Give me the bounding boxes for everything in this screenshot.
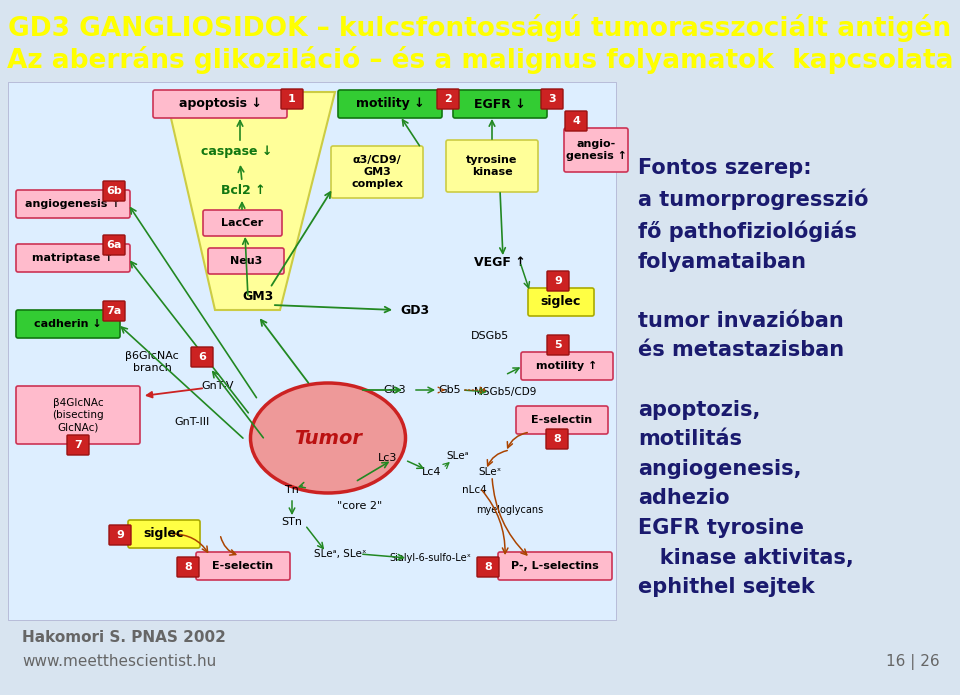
Text: β6GlcNAc
branch: β6GlcNAc branch [125,351,179,373]
FancyBboxPatch shape [516,406,608,434]
FancyBboxPatch shape [67,435,89,455]
Text: GnT-V: GnT-V [202,381,234,391]
FancyBboxPatch shape [196,552,290,580]
Text: angiogenesis ↑: angiogenesis ↑ [25,199,121,209]
Text: 8: 8 [184,562,192,572]
Text: 16 | 26: 16 | 26 [886,654,940,670]
Text: STn: STn [281,517,302,527]
Text: LacCer: LacCer [222,218,264,228]
FancyBboxPatch shape [453,90,547,118]
Text: E-selectin: E-selectin [532,415,592,425]
Text: Fontos szerep:
a tumorprogresszió
fő pathofiziológiás
folyamataiban

tumor invaz: Fontos szerep: a tumorprogresszió fő pat… [638,158,869,597]
FancyBboxPatch shape [16,244,130,272]
Text: E-selectin: E-selectin [212,561,274,571]
Text: angio-
genesis ↑: angio- genesis ↑ [565,139,627,161]
FancyBboxPatch shape [331,146,423,198]
Text: 9: 9 [554,276,562,286]
FancyBboxPatch shape [8,82,616,620]
FancyBboxPatch shape [547,335,569,355]
Text: Az aberráns glikoziláció – és a malignus folyamatok  kapcsolata: Az aberráns glikoziláció – és a malignus… [7,46,953,74]
FancyBboxPatch shape [446,140,538,192]
Text: apoptosis ↓: apoptosis ↓ [179,97,261,111]
Text: 4: 4 [572,116,580,126]
FancyBboxPatch shape [103,235,125,255]
Text: Gb5: Gb5 [439,385,462,395]
Text: 5: 5 [554,340,562,350]
Text: VEGF ↑: VEGF ↑ [474,256,526,268]
FancyBboxPatch shape [16,310,120,338]
Text: siglec: siglec [144,528,184,541]
FancyBboxPatch shape [564,128,628,172]
Text: 8: 8 [484,562,492,572]
Text: motility ↑: motility ↑ [537,361,598,371]
FancyBboxPatch shape [541,89,563,109]
FancyBboxPatch shape [528,288,594,316]
FancyBboxPatch shape [281,89,303,109]
FancyBboxPatch shape [498,552,612,580]
Text: cadherin ↓: cadherin ↓ [35,319,102,329]
Text: Gb3: Gb3 [384,385,406,395]
Text: Tumor: Tumor [294,429,362,448]
Text: Lc3: Lc3 [378,453,397,463]
Text: SLeᵃ, SLeˣ: SLeᵃ, SLeˣ [314,549,367,559]
FancyBboxPatch shape [128,520,200,548]
Text: α3/CD9/
GM3
complex: α3/CD9/ GM3 complex [351,156,403,188]
FancyBboxPatch shape [477,557,499,577]
Text: Lc4: Lc4 [422,467,442,477]
Text: siglec: siglec [540,295,581,309]
Text: 6a: 6a [107,240,122,250]
Text: Neu3: Neu3 [229,256,262,266]
Text: P-, L-selectins: P-, L-selectins [511,561,599,571]
Text: matriptase ↑: matriptase ↑ [33,253,113,263]
Text: "core 2": "core 2" [337,501,383,511]
Text: GM3: GM3 [242,290,274,302]
FancyBboxPatch shape [547,271,569,291]
Text: Tn: Tn [285,485,299,495]
FancyBboxPatch shape [177,557,199,577]
FancyBboxPatch shape [103,301,125,321]
Text: 3: 3 [548,94,556,104]
Text: 6b: 6b [107,186,122,196]
Text: EGFR ↓: EGFR ↓ [474,97,526,111]
Text: SLeˣ: SLeˣ [478,467,502,477]
FancyBboxPatch shape [103,181,125,201]
Text: nLc4: nLc4 [462,485,487,495]
Text: myeloglycans: myeloglycans [476,505,543,515]
Text: 7a: 7a [107,306,122,316]
Text: GD3 GANGLIOSIDOK – kulcsfontosságú tumorasszociált antigén: GD3 GANGLIOSIDOK – kulcsfontosságú tumor… [9,14,951,42]
Text: Bcl2 ↑: Bcl2 ↑ [221,183,265,197]
FancyBboxPatch shape [521,352,613,380]
Text: Hakomori S. PNAS 2002: Hakomori S. PNAS 2002 [22,630,226,646]
Text: 7: 7 [74,440,82,450]
FancyBboxPatch shape [203,210,282,236]
FancyBboxPatch shape [437,89,459,109]
Ellipse shape [251,383,405,493]
FancyBboxPatch shape [191,347,213,367]
Text: MSGb5/CD9: MSGb5/CD9 [474,387,537,397]
Text: 6: 6 [198,352,206,362]
FancyBboxPatch shape [16,190,130,218]
Text: DSGb5: DSGb5 [470,331,509,341]
Text: 9: 9 [116,530,124,540]
Text: Sialyl-6-sulfo-Leˣ: Sialyl-6-sulfo-Leˣ [389,553,471,563]
FancyBboxPatch shape [16,386,140,444]
Text: GnT-III: GnT-III [175,417,209,427]
FancyBboxPatch shape [565,111,587,131]
Text: GD3: GD3 [400,304,429,316]
Text: SLeᵃ: SLeᵃ [446,451,469,461]
Text: caspase ↓: caspase ↓ [202,145,273,158]
Text: motility ↓: motility ↓ [356,97,424,111]
FancyBboxPatch shape [153,90,287,118]
FancyBboxPatch shape [338,90,442,118]
Text: www.meetthescientist.hu: www.meetthescientist.hu [22,655,216,669]
Text: 1: 1 [288,94,296,104]
Polygon shape [165,92,335,310]
FancyBboxPatch shape [109,525,131,545]
FancyBboxPatch shape [208,248,284,274]
FancyBboxPatch shape [546,429,568,449]
Text: tyrosine
kinase: tyrosine kinase [467,155,517,177]
Text: 2: 2 [444,94,452,104]
Text: β4GlcNAc
(bisecting
GlcNAc): β4GlcNAc (bisecting GlcNAc) [52,398,104,432]
Text: 8: 8 [553,434,561,444]
